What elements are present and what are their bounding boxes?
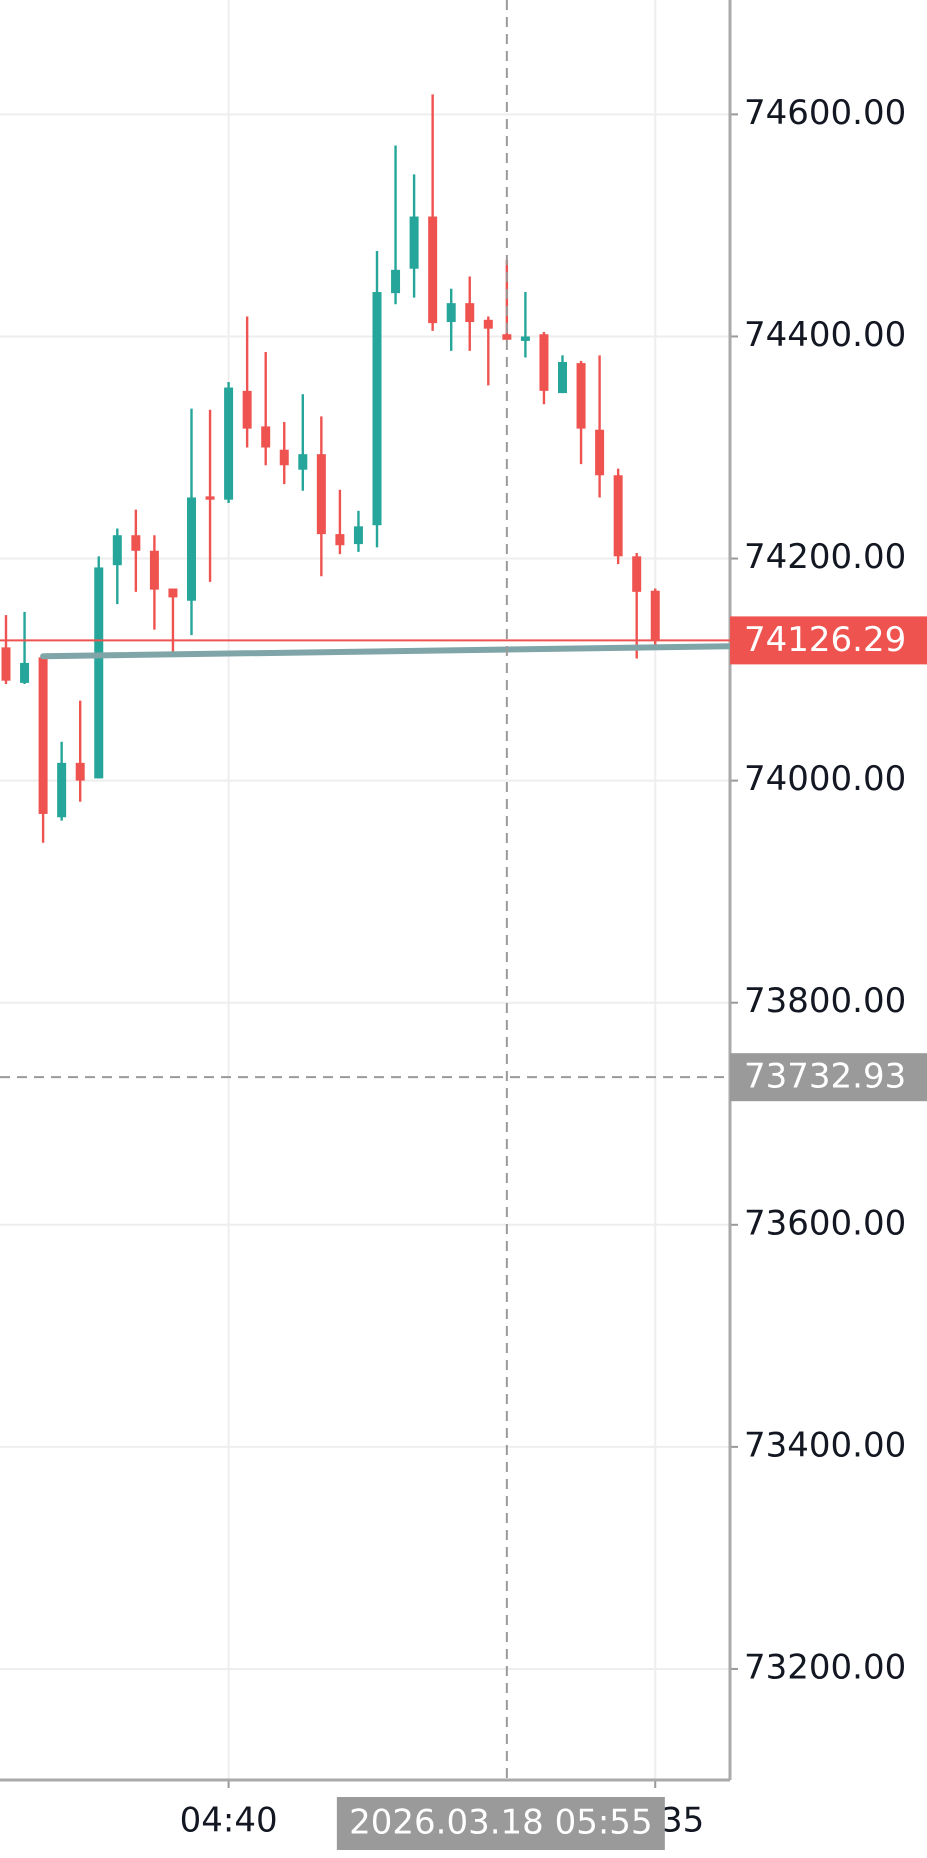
y-tick-label: 73800.00 bbox=[744, 981, 906, 1021]
crosshair-price-box bbox=[730, 1053, 927, 1102]
candle-body bbox=[502, 334, 512, 340]
y-tick-label: 73600.00 bbox=[744, 1203, 906, 1243]
candle-body bbox=[428, 216, 438, 324]
y-tick-label: 74000.00 bbox=[744, 759, 906, 799]
x-tick-label: 04:40 bbox=[180, 1801, 278, 1841]
candle-body bbox=[187, 497, 196, 601]
y-tick-label: 73200.00 bbox=[744, 1647, 906, 1687]
candle-body bbox=[409, 216, 419, 269]
candle-body bbox=[38, 657, 48, 814]
candle-body bbox=[613, 475, 623, 557]
candle-body bbox=[279, 449, 289, 466]
candle-body bbox=[20, 662, 30, 683]
candle-body bbox=[465, 303, 475, 323]
candle-body bbox=[391, 269, 401, 294]
candle-body bbox=[1, 647, 11, 681]
last-price-label: 74126.29 bbox=[744, 620, 906, 660]
y-tick-label: 74600.00 bbox=[744, 93, 906, 133]
candle-body bbox=[75, 762, 85, 781]
candle-body bbox=[595, 429, 605, 476]
candle-body bbox=[298, 454, 308, 470]
candle-body bbox=[205, 496, 215, 500]
candle-body bbox=[632, 556, 642, 592]
last-price-box bbox=[730, 616, 927, 665]
candle-body bbox=[316, 454, 326, 535]
candle-body bbox=[94, 567, 104, 779]
candle-body bbox=[224, 387, 234, 500]
candle-body bbox=[112, 535, 122, 566]
candle-body bbox=[558, 361, 567, 394]
y-tick-label: 74200.00 bbox=[744, 537, 906, 577]
crosshair-time-box bbox=[336, 1797, 665, 1850]
candle-body bbox=[353, 526, 363, 545]
candle-body bbox=[539, 334, 549, 391]
candle-body bbox=[483, 319, 493, 329]
candle-body bbox=[576, 363, 586, 429]
candle-body bbox=[261, 426, 271, 448]
candle-body bbox=[372, 292, 382, 526]
candle-body bbox=[57, 762, 67, 818]
candle-body bbox=[149, 550, 159, 590]
candle-body bbox=[446, 303, 456, 323]
trend-line bbox=[40, 643, 733, 660]
crosshair-time-label: 2026.03.18 05:55 bbox=[349, 1803, 652, 1843]
candle-body bbox=[650, 590, 660, 641]
candle-body bbox=[335, 534, 345, 546]
candle-body bbox=[168, 588, 178, 598]
candle-body bbox=[131, 535, 141, 551]
y-tick-label: 73400.00 bbox=[744, 1425, 906, 1465]
y-tick-label: 74400.00 bbox=[744, 315, 906, 355]
candle-body bbox=[520, 336, 530, 341]
candle-body bbox=[242, 390, 252, 429]
crosshair-price-label: 73732.93 bbox=[744, 1057, 906, 1097]
